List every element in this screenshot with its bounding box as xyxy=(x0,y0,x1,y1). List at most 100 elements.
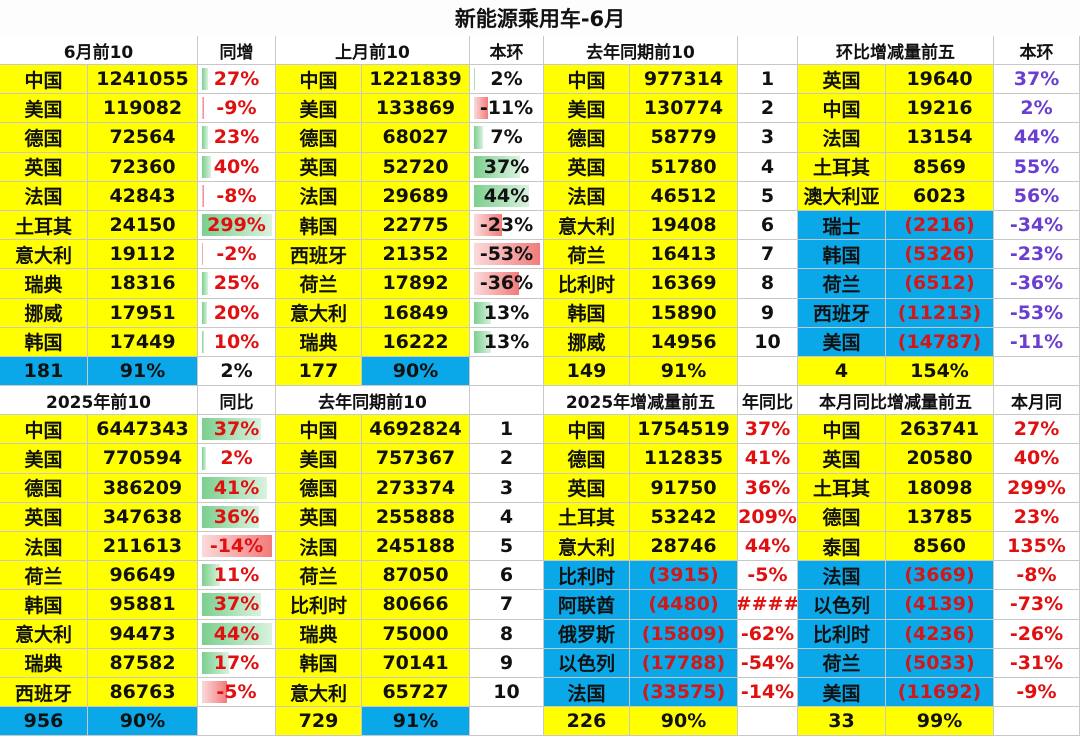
table-cell: -36% xyxy=(470,269,544,299)
table-cell: 15890 xyxy=(630,298,738,328)
table-cell: 法国 xyxy=(544,678,630,708)
summary-cell-text: 99% xyxy=(916,710,963,733)
table-cell: 96649 xyxy=(88,561,198,591)
table-cell-text: 255888 xyxy=(375,505,456,528)
table-cell: 23% xyxy=(994,502,1080,532)
summary-cell xyxy=(994,357,1080,387)
table-cell-text: 53242 xyxy=(650,505,717,528)
summary-cell: 729 xyxy=(276,707,362,737)
table-cell: 18098 xyxy=(886,473,994,503)
table-cell-text: 347638 xyxy=(102,505,183,528)
summary-cell: 33 xyxy=(798,707,886,737)
table-cell-text: -9% xyxy=(1016,681,1057,704)
table-cell: 44% xyxy=(198,619,276,649)
table-cell-text: 英国 xyxy=(567,157,606,180)
table-cell: 19216 xyxy=(886,94,994,124)
table-cell: 以色列 xyxy=(798,590,886,620)
data-bar xyxy=(202,476,268,499)
table-cell: (4236) xyxy=(886,619,994,649)
table-cell-text: 24150 xyxy=(109,214,176,237)
summary-cell-text: 177 xyxy=(298,360,339,383)
table-cell-text: 英国 xyxy=(299,157,338,180)
table-cell-text: 96649 xyxy=(109,564,176,587)
table-cell-text: 36% xyxy=(213,505,260,528)
table-cell: -9% xyxy=(994,678,1080,708)
table-cell: 比利时 xyxy=(798,619,886,649)
data-bar xyxy=(202,447,206,470)
table-cell: 2% xyxy=(470,65,544,95)
table-cell: 瑞士 xyxy=(798,211,886,241)
table-cell-text: 法国 xyxy=(567,186,606,209)
summary-cell xyxy=(738,357,798,387)
column-header: 同比 xyxy=(198,386,276,416)
table-cell: -23% xyxy=(470,211,544,241)
table-cell: 美国 xyxy=(276,444,362,474)
table-cell: 347638 xyxy=(88,502,198,532)
table-cell-text: 42843 xyxy=(109,184,176,207)
table-cell-text: 美国 xyxy=(299,98,338,121)
table-cell-text: 757367 xyxy=(375,447,456,470)
summary-cell: 91% xyxy=(362,707,470,737)
table-cell-text: 英国 xyxy=(822,69,861,92)
summary-cell: 90% xyxy=(362,357,470,387)
table-cell: 8 xyxy=(470,619,544,649)
table-cell: 10% xyxy=(198,327,276,357)
table-cell: 211613 xyxy=(88,532,198,562)
table-cell: -62% xyxy=(738,619,798,649)
table-cell: 8560 xyxy=(886,532,994,562)
table-cell: 7% xyxy=(470,123,544,153)
table-cell-text: 中国 xyxy=(24,69,63,92)
summary-cell-text: 729 xyxy=(298,710,339,733)
table-cell: 泰国 xyxy=(798,532,886,562)
table-cell: 53242 xyxy=(630,502,738,532)
table-cell: 英国 xyxy=(276,502,362,532)
table-cell-text: 37% xyxy=(744,418,791,441)
table-cell: 1221839 xyxy=(362,65,470,95)
table-cell: 56% xyxy=(994,181,1080,211)
data-bar xyxy=(202,97,205,120)
table-cell-text: 俄罗斯 xyxy=(557,624,615,647)
summary-cell: 181 xyxy=(0,357,88,387)
table-cell-text: 英国 xyxy=(299,507,338,530)
table-cell-text: 意大利 xyxy=(289,303,347,326)
table-cell-text: 7 xyxy=(760,243,775,266)
table-cell: 6 xyxy=(470,561,544,591)
table-cell: 德国 xyxy=(798,502,886,532)
table-cell-text: 中国 xyxy=(567,69,606,92)
table-cell-text: 40% xyxy=(213,155,260,178)
column-header-text: 2025年增减量前五 xyxy=(565,392,716,413)
table-cell-text: 土耳其 xyxy=(557,507,615,530)
table-cell-text: 美国 xyxy=(822,332,861,355)
table-cell: 86763 xyxy=(88,678,198,708)
table-cell-text: 56% xyxy=(1013,184,1060,207)
table-cell-text: 4 xyxy=(760,155,775,178)
table-cell: 46512 xyxy=(630,181,738,211)
table-cell: 中国 xyxy=(544,65,630,95)
table-cell-text: -2% xyxy=(216,243,257,266)
table-cell-text: 16222 xyxy=(382,330,449,353)
data-bar xyxy=(474,301,491,324)
table-cell-text: 27% xyxy=(1013,418,1060,441)
table-cell-text: 法国 xyxy=(24,536,63,559)
table-cell-text: -73% xyxy=(1009,593,1064,616)
table-cell-text: -53% xyxy=(479,243,534,266)
table-cell-text: 美国 xyxy=(822,682,861,705)
data-bar xyxy=(474,272,519,295)
table-cell-text: (11213) xyxy=(897,301,982,324)
table-cell: 27% xyxy=(994,415,1080,445)
table-cell-text: 19408 xyxy=(650,214,717,237)
table-cell: 75000 xyxy=(362,619,470,649)
table-cell: 28746 xyxy=(630,532,738,562)
table-cell: 1754519 xyxy=(630,415,738,445)
table-cell-text: 土耳其 xyxy=(812,157,870,180)
table-cell-text: 韩国 xyxy=(567,303,606,326)
summary-cell: 99% xyxy=(886,707,994,737)
table-cell: 55% xyxy=(994,152,1080,182)
data-bar xyxy=(202,330,205,353)
table-cell-text: 2 xyxy=(499,447,514,470)
summary-cell: 154% xyxy=(886,357,994,387)
table-cell: 意大利 xyxy=(276,298,362,328)
table-cell: -73% xyxy=(994,590,1080,620)
summary-cell-text: 226 xyxy=(566,710,607,733)
table-cell-text: 韩国 xyxy=(822,244,861,267)
